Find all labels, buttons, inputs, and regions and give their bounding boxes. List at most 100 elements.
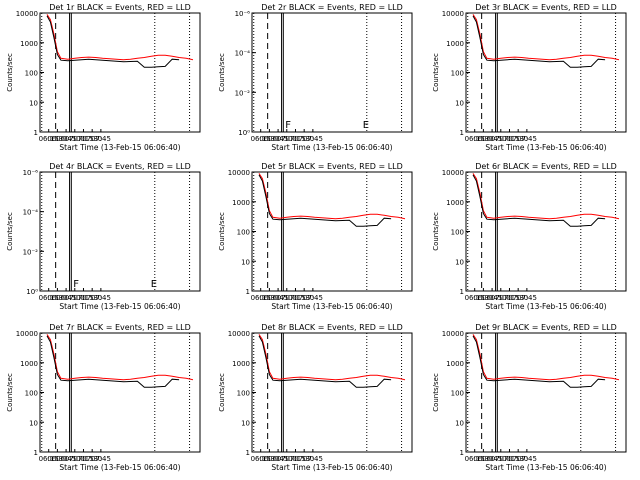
y-tick-label: 100 — [237, 229, 250, 237]
y-tick-label: 10000 — [228, 330, 250, 338]
x-tick-label: 06:15 — [465, 294, 485, 302]
y-tick-label: 100 — [451, 229, 464, 237]
x-tick-label: 06:45 — [56, 135, 76, 143]
x-tick-label: 07:15 — [285, 135, 305, 143]
y-tick-label: 10000 — [16, 330, 38, 338]
y-tick-label: 10⁻² — [23, 248, 39, 256]
y-tick-label: 10⁻² — [235, 89, 251, 97]
x-tick-label: 06:30 — [259, 135, 279, 143]
events-series — [472, 174, 606, 227]
x-tick-label: 06:30 — [47, 135, 67, 143]
events-series — [46, 15, 180, 68]
x-axis-label: Start Time (13-Feb-15 06:06:40) — [271, 463, 392, 472]
x-axis-label: Start Time (13-Feb-15 06:06:40) — [271, 302, 392, 311]
x-tick-label: 07:45 — [517, 455, 537, 463]
y-tick-label: 1 — [460, 449, 464, 457]
y-tick-label: 10 — [241, 258, 250, 266]
x-tick-label: 07:15 — [499, 135, 519, 143]
marker-letter: F — [285, 120, 291, 131]
panel-9: Det 9r BLACK = Events, RED = LLD 06:1506:… — [432, 323, 627, 472]
y-axis-label: Counts/sec — [218, 212, 226, 251]
y-axis-label: Counts/sec — [432, 212, 440, 251]
y-tick-label: 10 — [455, 419, 464, 427]
x-tick-label: 07:00 — [277, 455, 297, 463]
x-axis-label: Start Time (13-Feb-15 06:06:40) — [271, 143, 392, 152]
x-tick-label: 06:45 — [268, 294, 288, 302]
x-tick-label: 06:30 — [473, 455, 493, 463]
y-tick-label: 1000 — [232, 199, 250, 207]
plot-frame — [251, 12, 413, 133]
y-tick-label: 1000 — [20, 40, 38, 48]
y-tick-label: 10⁻⁶ — [235, 10, 251, 18]
events-series — [258, 174, 392, 227]
y-tick-label: 1 — [34, 449, 38, 457]
lld-series — [46, 334, 194, 381]
y-tick-label: 10000 — [16, 10, 38, 18]
plot-frame — [39, 12, 201, 133]
x-tick-label: 06:45 — [56, 294, 76, 302]
x-tick-label: 07:00 — [491, 294, 511, 302]
panel-title: Det 7r BLACK = Events, RED = LLD — [49, 323, 191, 332]
events-series — [258, 335, 392, 388]
x-tick-label: 07:00 — [65, 455, 85, 463]
x-tick-label: 07:45 — [91, 135, 111, 143]
x-tick-label: 07:15 — [73, 135, 93, 143]
panel-title: Det 9r BLACK = Events, RED = LLD — [475, 323, 617, 332]
y-tick-label: 1 — [460, 288, 464, 296]
x-tick-label: 06:45 — [482, 135, 502, 143]
plot-frame — [465, 332, 627, 453]
panel-title: Det 4r BLACK = Events, RED = LLD — [49, 162, 191, 171]
x-tick-label: 07:00 — [277, 294, 297, 302]
x-tick-label: 07:15 — [73, 455, 93, 463]
y-tick-label: 100 — [25, 70, 38, 78]
x-tick-label: 06:30 — [473, 135, 493, 143]
y-tick-label: 100 — [25, 390, 38, 398]
y-tick-label: 10⁻⁴ — [235, 50, 251, 58]
marker-letter: E — [151, 279, 157, 290]
x-axis-label: Start Time (13-Feb-15 06:06:40) — [59, 143, 180, 152]
panel-title: Det 5r BLACK = Events, RED = LLD — [261, 162, 403, 171]
x-tick-label: 06:15 — [465, 455, 485, 463]
panel-title: Det 3r BLACK = Events, RED = LLD — [475, 3, 617, 12]
y-tick-label: 10000 — [442, 10, 464, 18]
x-tick-label: 07:15 — [73, 294, 93, 302]
y-tick-label: 10 — [241, 419, 250, 427]
y-axis-label: Counts/sec — [218, 53, 226, 92]
y-tick-label: 1 — [34, 129, 38, 137]
x-tick-label: 07:00 — [65, 135, 85, 143]
x-tick-label: 07:30 — [508, 455, 528, 463]
x-axis-label: Start Time (13-Feb-15 06:06:40) — [485, 143, 606, 152]
y-tick-label: 10000 — [442, 330, 464, 338]
x-tick-label: 07:45 — [303, 455, 323, 463]
panel-title: Det 2r BLACK = Events, RED = LLD — [261, 3, 403, 12]
x-tick-label: 07:45 — [303, 135, 323, 143]
y-tick-label: 1 — [460, 129, 464, 137]
events-series — [472, 15, 606, 68]
y-tick-label: 1000 — [446, 360, 464, 368]
lld-series — [472, 173, 620, 220]
plot-frame — [39, 171, 201, 292]
panel-4: Det 4r BLACK = Events, RED = LLD 06:1506:… — [6, 162, 201, 311]
x-tick-label: 07:30 — [82, 294, 102, 302]
y-tick-label: 100 — [237, 390, 250, 398]
panel-title: Det 1r BLACK = Events, RED = LLD — [49, 3, 191, 12]
lld-series — [472, 334, 620, 381]
panel-8: Det 8r BLACK = Events, RED = LLD 06:1506:… — [218, 323, 413, 472]
y-axis-label: Counts/sec — [6, 212, 14, 251]
x-tick-label: 06:15 — [39, 455, 59, 463]
x-tick-label: 07:15 — [499, 455, 519, 463]
x-tick-label: 07:00 — [277, 135, 297, 143]
y-tick-label: 1000 — [20, 360, 38, 368]
y-axis-label: Counts/sec — [6, 373, 14, 412]
panel-3: Det 3r BLACK = Events, RED = LLD 06:1506:… — [432, 3, 627, 152]
x-tick-label: 07:45 — [91, 294, 111, 302]
x-tick-label: 06:30 — [259, 455, 279, 463]
events-series — [46, 335, 180, 388]
plot-frame — [251, 171, 413, 292]
x-tick-label: 07:45 — [517, 135, 537, 143]
marker-letter: E — [363, 120, 369, 131]
x-axis-label: Start Time (13-Feb-15 06:06:40) — [59, 463, 180, 472]
lld-series — [46, 14, 194, 61]
x-tick-label: 06:15 — [251, 135, 271, 143]
